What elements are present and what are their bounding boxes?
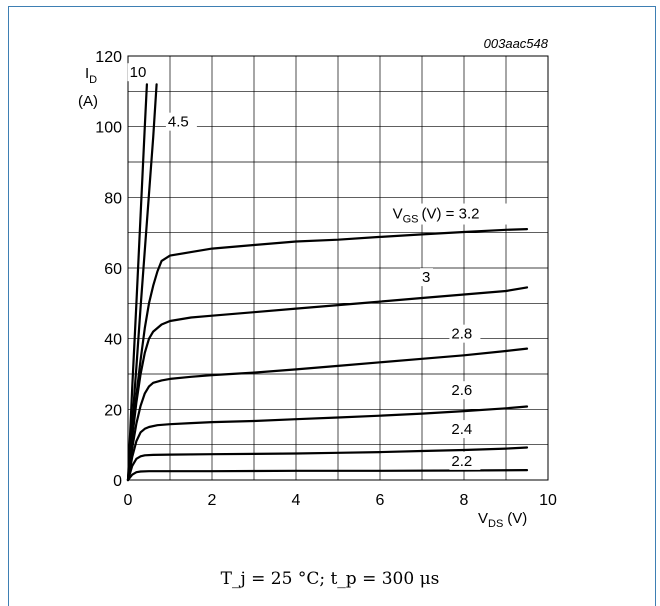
y-axis-unit: (A) [78, 93, 98, 110]
y-axis-title: ID (A) [78, 65, 98, 110]
x-tick-label: 2 [208, 492, 217, 509]
y-tick-label: 120 [95, 49, 122, 66]
curve-label-bg [449, 420, 481, 439]
y-tick-label: 40 [104, 332, 122, 349]
y-axis-symbol: I [85, 65, 89, 82]
curve-label-bg [420, 268, 433, 287]
legend-symbol: V [393, 206, 403, 223]
x-tick-label: 4 [292, 492, 301, 509]
curve-label-bg [127, 63, 150, 82]
curve-label-bg [449, 324, 481, 343]
series-line-vgs-3 [126, 286, 529, 482]
curve-label-2.4: 2.4 [451, 421, 472, 438]
series-line-vgs-3.2 [126, 228, 529, 482]
labels: 10 4.5 3 2.8 2.6 2.4 2.2 [127, 63, 481, 470]
x-axis-symbol: V [478, 510, 488, 527]
plot-frame [127, 55, 549, 481]
series-line-vgs-10 [126, 83, 148, 482]
svg-text:ID: ID [85, 65, 97, 86]
svg-text:VDS(V): VDS (V) [478, 510, 527, 530]
y-tick-label: 20 [104, 402, 122, 419]
x-tick-label: 6 [376, 492, 385, 509]
curve-label-2.6: 2.6 [451, 382, 472, 399]
legend-bg [389, 203, 536, 225]
x-axis-unit: (V) [507, 510, 527, 527]
curve-label-4.5: 4.5 [168, 114, 189, 131]
series-line-vgs-4.5 [126, 83, 158, 482]
curve-label-2.2: 2.2 [451, 453, 472, 470]
curve-label-bg [165, 112, 197, 131]
x-tick-label: 10 [539, 492, 557, 509]
curves [126, 83, 529, 482]
y-tick-label: 0 [113, 473, 122, 490]
y-tick-label: 80 [104, 190, 122, 207]
x-tick-label: 8 [460, 492, 469, 509]
legend-suffix: (V) = 3.2 [422, 206, 480, 223]
curve-label-bg [449, 451, 481, 470]
curve-label-10: 10 [130, 64, 147, 81]
x-axis-title: VDS (V) [478, 510, 527, 530]
vgs-legend: VGS (V) = 3.2 [389, 203, 536, 226]
series-line-vgs-2.4 [126, 446, 529, 482]
y-axis-subscript: D [89, 74, 97, 86]
curve-label-bg [449, 381, 481, 400]
curve-label-2.8: 2.8 [451, 326, 472, 343]
test-conditions: T_j = 25 °C; t_p = 300 μs [221, 569, 440, 589]
curve-label-3: 3 [422, 269, 430, 286]
series-line-vgs-2.2 [126, 469, 529, 482]
series-line-vgs-2.8 [126, 347, 529, 482]
figure-frame [8, 6, 656, 606]
document-id: 003aac548 [484, 36, 549, 51]
x-axis-subscript: DS [488, 518, 503, 530]
svg-text:VGS(V) = 3.2: VGS (V) = 3.2 [393, 206, 480, 226]
legend-subscript: GS [403, 214, 419, 226]
y-tick-label: 100 [95, 120, 122, 137]
x-tick-label: 0 [124, 492, 133, 509]
y-tick-label: 60 [104, 261, 122, 278]
series-line-vgs-2.6 [126, 405, 529, 482]
